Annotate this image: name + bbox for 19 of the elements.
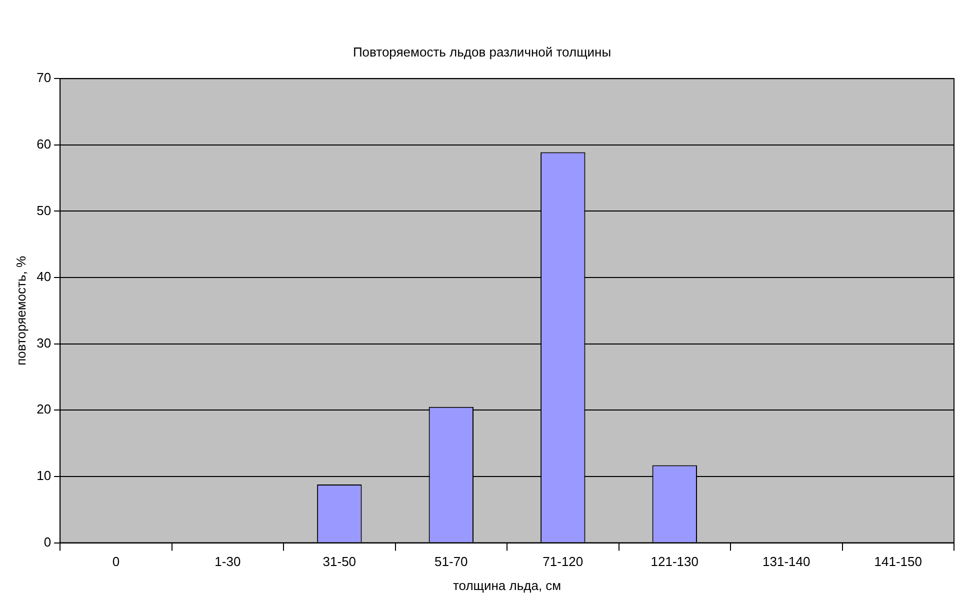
y-tick-label: 60 xyxy=(36,136,52,152)
y-tick-label: 0 xyxy=(44,534,52,550)
y-tick-label: 50 xyxy=(36,202,52,218)
x-tick-label: 51-70 xyxy=(434,554,468,570)
chart-title: Повторяемость льдов различной толщины xyxy=(352,44,612,60)
x-tick-label: 31-50 xyxy=(322,554,356,570)
y-tick-label: 20 xyxy=(36,402,52,417)
x-tick-label: 1-30 xyxy=(214,554,241,570)
x-tick-label: 121-130 xyxy=(650,554,699,570)
y-axis-title: повторяемость, % xyxy=(13,256,28,366)
x-tick-label: 141-150 xyxy=(874,554,922,570)
y-tick-label: 10 xyxy=(36,468,52,484)
y-tick-label: 40 xyxy=(36,269,52,284)
y-tick-label: 30 xyxy=(36,335,52,350)
x-tick-label: 71-120 xyxy=(542,554,584,570)
x-tick-label: 0 xyxy=(112,554,120,570)
x-axis-title: толщина льда, см xyxy=(452,578,562,593)
x-tick-label: 131-140 xyxy=(762,554,810,570)
y-tick-label: 70 xyxy=(36,70,52,86)
